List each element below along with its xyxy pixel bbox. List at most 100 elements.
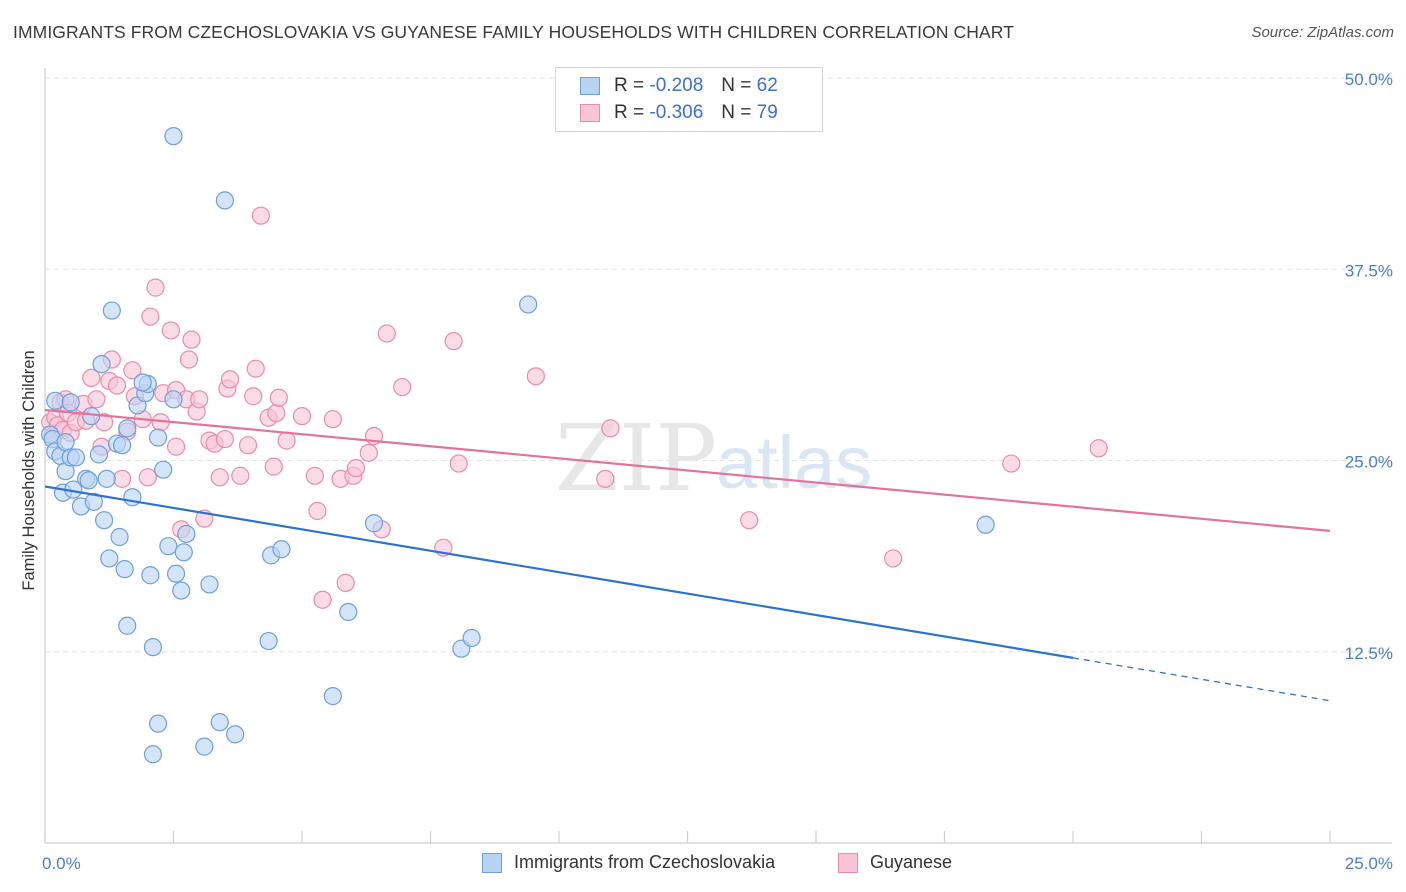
legend-n-value: 79 <box>756 102 778 123</box>
chart-title: IMMIGRANTS FROM CZECHOSLOVAKIA VS GUYANE… <box>13 22 1015 42</box>
czechoslovakia-point <box>154 460 173 479</box>
czechoslovakia-point <box>164 390 183 409</box>
guyanese-point <box>444 332 463 351</box>
source-credit: Source: ZipAtlas.com <box>1251 24 1394 41</box>
czechoslovakia-point <box>92 355 111 374</box>
guyanese-point <box>323 410 342 429</box>
czechoslovakia-point <box>61 393 80 412</box>
guyanese-point <box>264 457 283 476</box>
guyanese-point <box>336 573 355 593</box>
guyanese-point <box>269 388 288 407</box>
czechoslovakia-point <box>82 407 101 426</box>
legend-r-label: R = <box>614 102 645 123</box>
guyanese-point <box>277 431 296 450</box>
czechoslovakia-point <box>339 602 358 622</box>
guyanese-point <box>359 443 378 462</box>
czechoslovakia-point <box>89 445 109 464</box>
guyanese-point <box>1089 439 1108 458</box>
guyanese-point <box>146 278 165 297</box>
y-tick-label: 25.0% <box>1345 453 1393 472</box>
guyanese-point <box>308 501 327 521</box>
guyanese-point <box>313 590 332 609</box>
guyanese-point <box>166 437 186 456</box>
czechoslovakia-point <box>259 631 278 651</box>
czechoslovakia-point <box>115 560 134 579</box>
czechoslovakia-point <box>56 433 75 452</box>
y-axis-title: Family Households with Children <box>20 350 38 590</box>
guyanese-point <box>377 324 396 343</box>
watermark-zip: ZIP <box>555 405 717 512</box>
bottom-legend-guyanese: Guyanese <box>838 852 952 873</box>
czechoslovakia-point <box>95 511 114 530</box>
guyanese-point <box>305 466 324 485</box>
pink-swatch <box>838 852 858 873</box>
guyanese-trend-line <box>44 408 1331 532</box>
legend-n-value: 62 <box>756 75 778 96</box>
y-tick-label: 50.0% <box>1345 70 1393 89</box>
czechoslovakia-point <box>166 564 186 583</box>
czechoslovakia-point <box>133 373 152 392</box>
guyanese-point <box>740 511 759 530</box>
czechoslovakia-point <box>272 540 291 559</box>
x-tick-label: 0.0% <box>42 854 81 873</box>
guyanese-point <box>267 403 286 423</box>
legend-n-label: N = <box>721 75 752 96</box>
czechoslovakia-point <box>143 638 163 657</box>
czechoslovakia-point <box>159 537 178 556</box>
guyanese-point <box>244 387 263 406</box>
guyanese-points <box>41 206 1108 609</box>
guyanese-point <box>449 454 468 473</box>
guyanese-point <box>231 466 250 485</box>
czechoslovakia-point <box>148 714 168 733</box>
correlation-legend: R = -0.208 N = 62 R = -0.306 N = 79 <box>555 67 823 132</box>
czechoslovakia-trend-extension <box>1072 657 1331 702</box>
watermark-atlas: atlas <box>716 421 872 504</box>
czechoslovakia-point <box>200 575 219 594</box>
guyanese-point <box>393 377 412 397</box>
czechoslovakia-point <box>110 527 129 547</box>
guyanese-point <box>107 376 127 395</box>
czechoslovakia-point <box>118 419 137 438</box>
guyanese-point <box>210 468 229 487</box>
czechoslovakia-point <box>177 524 196 544</box>
guyanese-point <box>141 307 160 326</box>
bottom-legend-czechoslovakia: Immigrants from Czechoslovakia <box>482 852 775 873</box>
axis-layer <box>44 68 1392 844</box>
czechoslovakia-point <box>364 514 384 533</box>
czechoslovakia-point <box>97 469 116 488</box>
guyanese-point <box>292 407 312 426</box>
czechoslovakia-point <box>46 391 65 410</box>
czechoslovakia-point <box>323 687 342 706</box>
guyanese-point <box>138 468 157 487</box>
guyanese-point <box>1002 454 1021 473</box>
guyanese-point <box>596 469 615 488</box>
czechoslovakia-point <box>100 549 119 568</box>
blue-swatch <box>580 77 600 95</box>
bottom-legend-label: Immigrants from Czechoslovakia <box>514 852 776 872</box>
guyanese-point <box>112 469 132 488</box>
czechoslovakia-point <box>215 191 234 210</box>
czechoslovakia-point <box>141 566 160 585</box>
guyanese-point <box>123 361 142 380</box>
trend-lines <box>44 408 1331 702</box>
czechoslovakia-point <box>84 492 103 511</box>
legend-n-label: N = <box>721 102 752 123</box>
guyanese-point <box>179 350 199 369</box>
czechoslovakia-points <box>41 127 995 764</box>
czechoslovakia-point <box>143 745 163 764</box>
legend-r-value: -0.208 <box>649 75 704 96</box>
legend-row-czechoslovakia: R = -0.208 N = 62 <box>580 74 778 98</box>
czechoslovakia-point <box>112 436 132 455</box>
czechoslovakia-point <box>210 713 229 732</box>
legend-row-guyanese: R = -0.306 N = 79 <box>580 101 778 125</box>
pink-swatch <box>580 104 600 122</box>
czechoslovakia-point <box>976 515 995 534</box>
guyanese-point <box>346 459 366 478</box>
y-tick-label: 12.5% <box>1345 644 1393 663</box>
czechoslovakia-point <box>79 471 98 490</box>
guyanese-point <box>601 419 620 438</box>
czechoslovakia-point <box>164 127 183 146</box>
guyanese-point <box>246 359 265 378</box>
guyanese-point <box>82 368 101 387</box>
